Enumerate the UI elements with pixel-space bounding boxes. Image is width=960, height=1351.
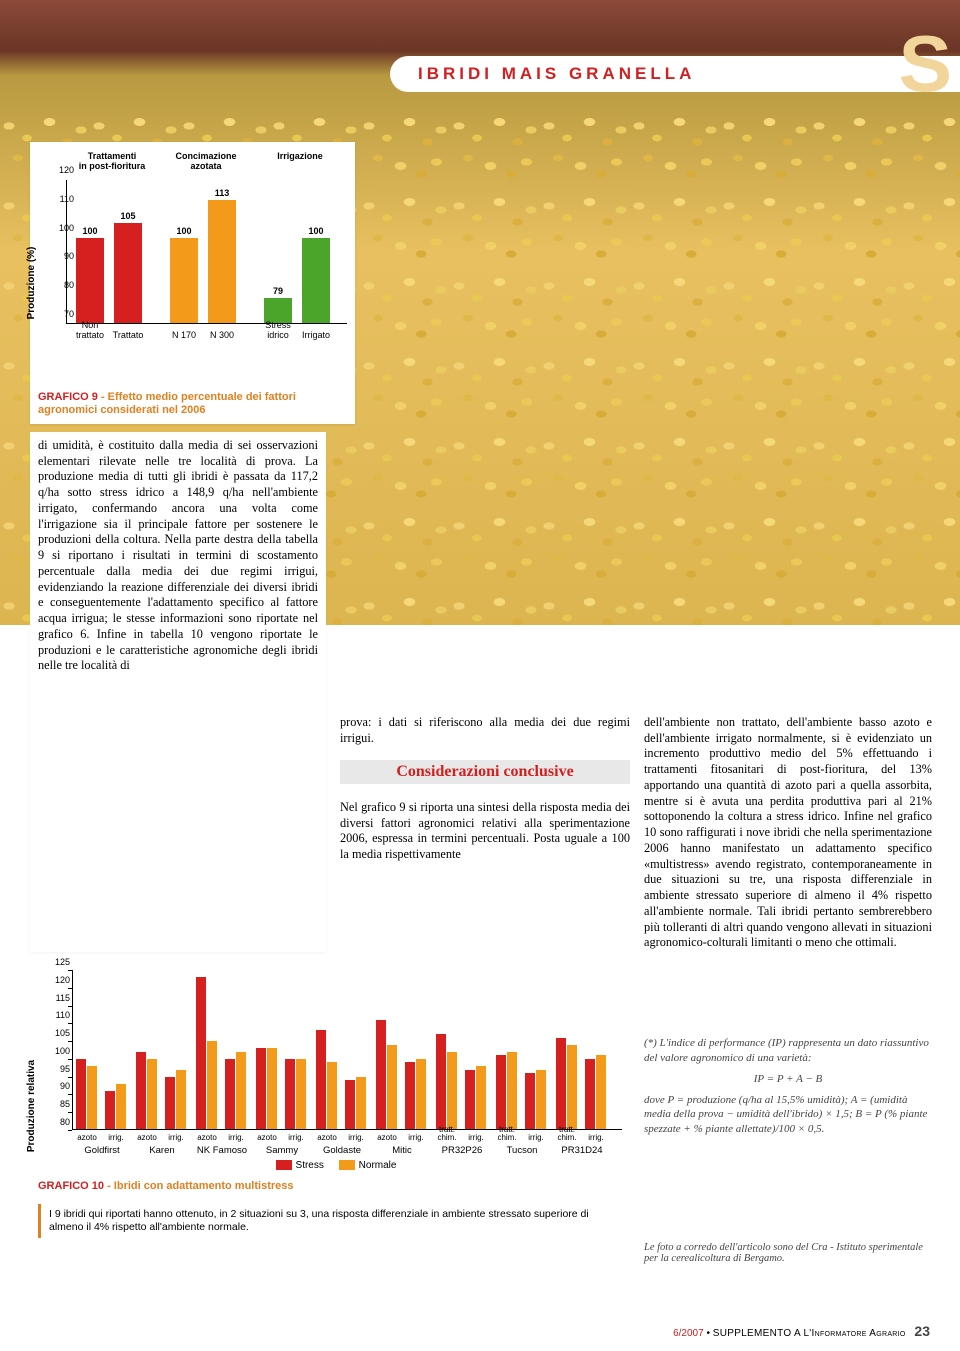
page-footer: 6/2007 • SUPPLEMENTO A L'Informatore Agr…: [673, 1323, 930, 1339]
chart-10: Produzione relativa azotoirrig.Goldfirst…: [30, 958, 630, 1254]
body-col3: dell'ambiente non trattato, dell'ambient…: [644, 715, 932, 951]
chart-10-ylabel: Produzione relativa: [26, 1060, 37, 1152]
chart-9-plot: Trattamentiin post-fiorituraConcimazione…: [66, 152, 347, 340]
section-title: IBRIDI MAIS GRANELLA: [418, 64, 695, 84]
chart-10-note: I 9 ibridi qui riportati hanno ottenuto,…: [38, 1204, 622, 1238]
chart-10-legend: Stress Normale: [30, 1160, 630, 1171]
footnote-ip: (*) L'indice di performance (IP) rappres…: [644, 1036, 932, 1137]
section-heading: Considerazioni conclusive: [340, 760, 630, 784]
chart-10-plot: azotoirrig.Goldfirstazotoirrig.Karenazot…: [72, 966, 622, 1156]
chart-9: Produzione (%) Trattamentiin post-fiorit…: [30, 142, 355, 424]
body-col2-p2: Nel grafico 9 si riporta una sintesi del…: [340, 800, 630, 863]
chart-9-caption: GRAFICO 9 - Effetto medio percentuale de…: [38, 391, 347, 419]
section-banner: IBRIDI MAIS GRANELLA: [390, 56, 960, 92]
section-badge: S: [899, 18, 952, 110]
body-col2-p1: prova: i dati si riferiscono alla media …: [340, 715, 630, 746]
body-col1: di umidità, è costituito dalla media di …: [30, 432, 326, 952]
photo-credit: Le foto a corredo dell'articolo sono del…: [644, 1242, 932, 1264]
chart-9-ylabel: Produzione (%): [26, 247, 37, 320]
chart-10-caption: GRAFICO 10 - Ibridi con adattamento mult…: [38, 1180, 622, 1192]
